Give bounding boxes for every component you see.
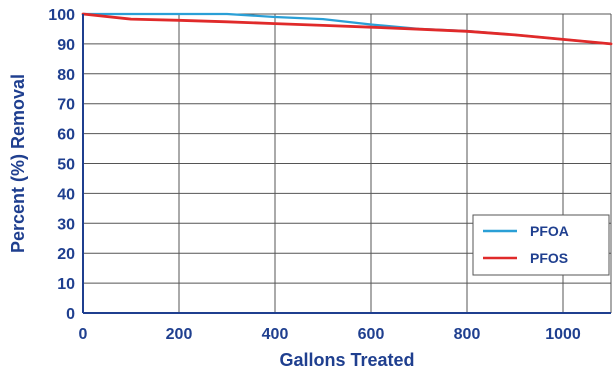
- x-axis-title: Gallons Treated: [279, 350, 414, 370]
- legend-box: [472, 214, 610, 276]
- y-tick-label: 40: [57, 186, 75, 203]
- x-tick-label: 400: [262, 326, 289, 343]
- grid-lines: [83, 13, 612, 313]
- x-tick-label: 800: [454, 326, 481, 343]
- y-tick-label: 60: [57, 127, 75, 144]
- y-tick-label: 80: [57, 67, 75, 84]
- y-tick-label: 90: [57, 37, 75, 54]
- series-line-pfos: [81, 12, 613, 46]
- y-tick-label: 0: [66, 306, 75, 323]
- y-tick-label: 30: [57, 216, 75, 233]
- y-tick-label: 70: [57, 97, 75, 114]
- legend: PFOA PFOS: [472, 214, 610, 276]
- x-tick-label: 600: [358, 326, 385, 343]
- legend-label-pfos: PFOS: [530, 250, 568, 266]
- series-lines: [81, 12, 613, 46]
- x-tick-label: 0: [79, 326, 88, 343]
- legend-label-pfoa: PFOA: [530, 223, 569, 239]
- y-tick-label: 100: [48, 7, 75, 24]
- x-tick-label: 200: [166, 326, 193, 343]
- y-tick-label: 20: [57, 246, 75, 263]
- y-tick-label: 50: [57, 157, 75, 174]
- y-axis-title: Percent (%) Removal: [8, 74, 28, 253]
- axes: [82, 14, 611, 314]
- y-tick-label: 10: [57, 276, 75, 293]
- x-tick-label: 1000: [545, 326, 581, 343]
